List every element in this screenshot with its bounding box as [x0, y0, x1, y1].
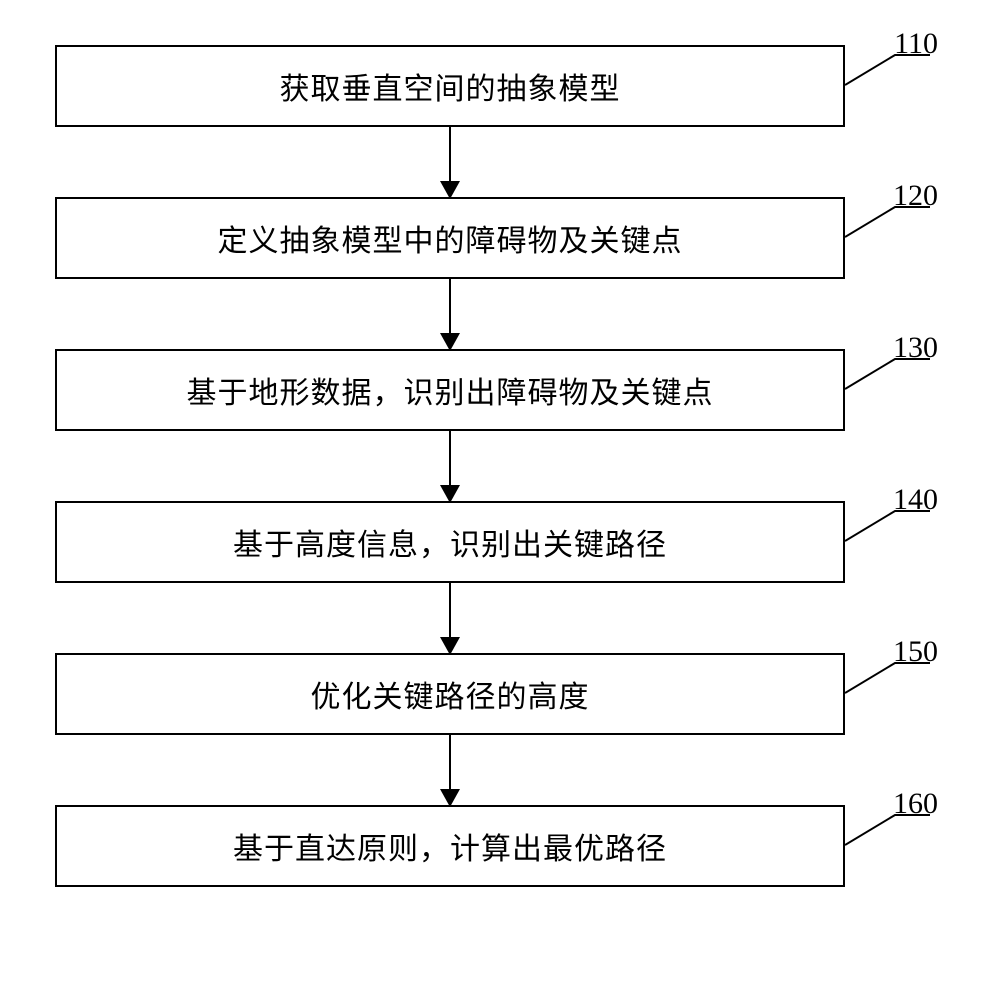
- flow-node-1: 获取垂直空间的抽象模型: [55, 45, 845, 127]
- flow-node-text: 定义抽象模型中的障碍物及关键点: [218, 216, 683, 260]
- flow-node-6: 基于直达原则，计算出最优路径: [55, 805, 845, 887]
- callout-6: 160: [845, 809, 930, 849]
- flow-node-text: 获取垂直空间的抽象模型: [280, 64, 621, 108]
- callout-3: 130: [845, 353, 930, 393]
- flow-row: 基于地形数据，识别出障碍物及关键点 130: [55, 349, 925, 431]
- flow-node-2: 定义抽象模型中的障碍物及关键点: [55, 197, 845, 279]
- callout-2: 120: [845, 201, 930, 241]
- callout-1: 110: [845, 49, 930, 89]
- callout-label: 150: [893, 635, 938, 669]
- flow-node-text: 优化关键路径的高度: [311, 672, 590, 716]
- callout-label: 110: [894, 27, 938, 61]
- flow-node-3: 基于地形数据，识别出障碍物及关键点: [55, 349, 845, 431]
- callout-label: 120: [893, 179, 938, 213]
- flow-arrow: [55, 583, 845, 653]
- flow-node-text: 基于高度信息，识别出关键路径: [233, 520, 667, 564]
- flow-row: 基于高度信息，识别出关键路径 140: [55, 501, 925, 583]
- callout-5: 150: [845, 657, 930, 697]
- flow-node-text: 基于地形数据，识别出障碍物及关键点: [187, 368, 714, 412]
- flow-arrow: [55, 127, 845, 197]
- callout-label: 140: [893, 483, 938, 517]
- flow-row: 优化关键路径的高度 150: [55, 653, 925, 735]
- flow-node-text: 基于直达原则，计算出最优路径: [233, 824, 667, 868]
- flow-row: 基于直达原则，计算出最优路径 160: [55, 805, 925, 887]
- flow-row: 获取垂直空间的抽象模型 110: [55, 45, 925, 127]
- flow-row: 定义抽象模型中的障碍物及关键点 120: [55, 197, 925, 279]
- flow-arrow: [55, 431, 845, 501]
- flowchart-container: 获取垂直空间的抽象模型 110 定义抽象模型中的障碍物及关键点 120 基于地形…: [55, 45, 925, 887]
- flow-arrow: [55, 735, 845, 805]
- flow-node-5: 优化关键路径的高度: [55, 653, 845, 735]
- callout-4: 140: [845, 505, 930, 545]
- callout-label: 160: [893, 787, 938, 821]
- flow-arrow: [55, 279, 845, 349]
- callout-label: 130: [893, 331, 938, 365]
- flow-node-4: 基于高度信息，识别出关键路径: [55, 501, 845, 583]
